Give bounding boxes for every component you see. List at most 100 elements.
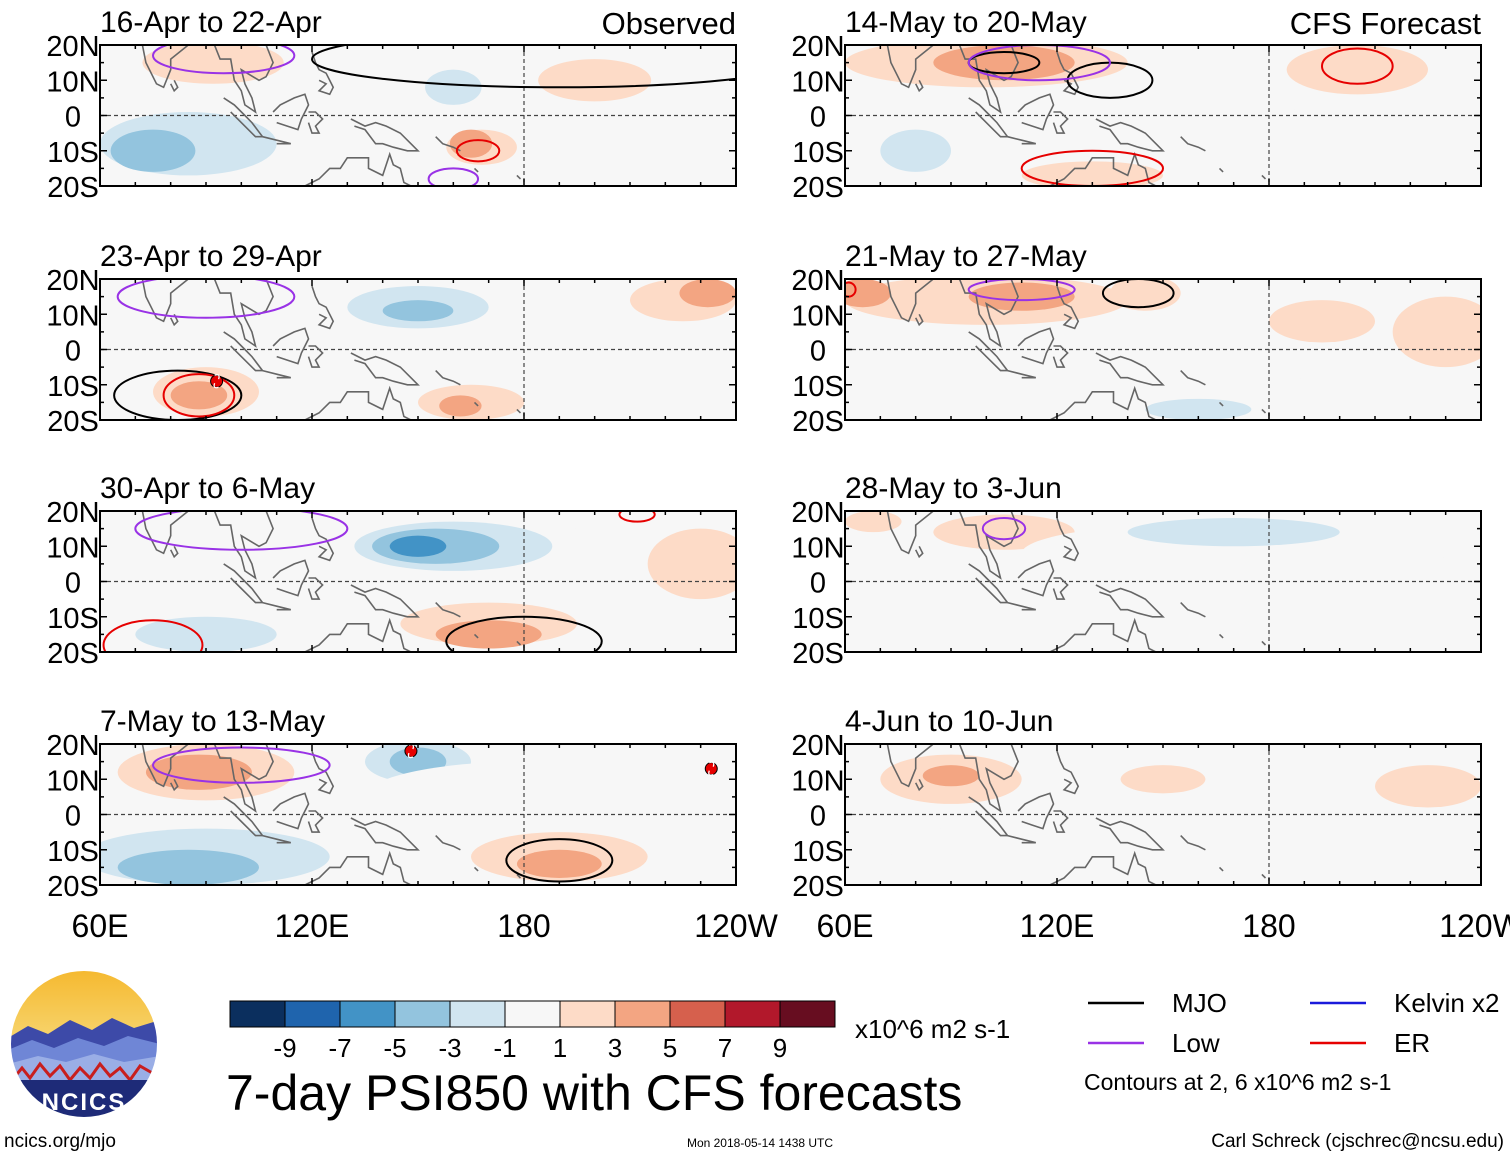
coastline xyxy=(1017,93,1055,131)
anomaly-blob xyxy=(382,300,454,322)
footer-author: Carl Schreck (cjschrec@ncsu.edu) xyxy=(1211,1131,1504,1152)
coastline xyxy=(350,118,420,152)
coastline xyxy=(1007,834,1036,844)
contour-er xyxy=(162,373,236,418)
coastline xyxy=(516,873,522,879)
panel-label: 23-Apr to 29-Apr xyxy=(100,240,322,273)
coastline xyxy=(1056,285,1080,330)
legend-label: Kelvin x2 xyxy=(1394,988,1500,1018)
y-tick-label: 0 xyxy=(65,336,81,368)
colorbar-swatch xyxy=(669,1000,726,1028)
contour-er xyxy=(455,139,501,163)
panel-plot xyxy=(845,511,1481,652)
coastline xyxy=(885,744,935,788)
anomaly-blob xyxy=(880,129,952,172)
y-tick-label: 20N xyxy=(791,265,844,297)
colorbar-swatch xyxy=(779,1000,836,1028)
coastline xyxy=(914,79,924,93)
y-tick-label: 20S xyxy=(47,638,99,670)
panel-label: 4-Jun to 10-Jun xyxy=(845,705,1053,738)
colorbar: -9 -7 -5 -3 -1 1 3 5 7 9 xyxy=(229,1000,836,1063)
coastline xyxy=(262,369,291,379)
panel-plot xyxy=(100,744,736,885)
colorbar-label: -5 xyxy=(383,1033,406,1063)
x-tick-label: 120W xyxy=(694,908,778,944)
cyclone-core xyxy=(704,762,718,776)
coastline xyxy=(1057,726,1061,737)
coastline xyxy=(914,545,924,559)
coastline xyxy=(140,744,190,788)
y-tick-label: 20N xyxy=(46,265,99,297)
coastline xyxy=(958,279,1019,348)
contour-er xyxy=(618,511,656,523)
panel-label: 16-Apr to 22-Apr xyxy=(100,6,322,39)
x-tick-label: 60E xyxy=(817,908,874,944)
x-tick-label: 180 xyxy=(1242,908,1295,944)
y-tick-label: 0 xyxy=(65,568,81,600)
y-tick-label: 10N xyxy=(791,532,844,564)
legend-label: MJO xyxy=(1172,988,1227,1018)
contour-low xyxy=(967,45,1111,82)
colorbar-swatch xyxy=(449,1000,506,1028)
colorbar-swatch xyxy=(504,1000,561,1028)
y-tick-label: 10S xyxy=(47,603,99,635)
coastline xyxy=(968,563,1010,604)
y-tick-label: 20S xyxy=(792,172,844,204)
panel-label: 21-May to 27-May xyxy=(845,240,1087,273)
contour-low xyxy=(981,517,1027,541)
coastline xyxy=(1261,640,1267,646)
coastline xyxy=(1095,584,1165,618)
contour-mjo xyxy=(311,45,736,89)
y-tick-label: 20N xyxy=(791,497,844,529)
anomaly-blob xyxy=(845,511,902,533)
contour-mjo xyxy=(113,369,243,420)
panel-label: 30-Apr to 6-May xyxy=(100,472,315,505)
contour-er xyxy=(102,619,204,652)
coastline xyxy=(968,331,1010,372)
contour-er xyxy=(1020,149,1164,186)
panel-plot xyxy=(845,726,1481,885)
coastline xyxy=(1052,345,1069,368)
coastline xyxy=(272,327,310,365)
coastline xyxy=(169,778,179,792)
cyclone-arms xyxy=(213,374,220,389)
coastline xyxy=(223,331,265,372)
y-tick-label: 0 xyxy=(810,336,826,368)
anomaly-blob xyxy=(516,849,602,878)
y-tick-label: 20S xyxy=(792,871,844,903)
coastline xyxy=(1056,517,1080,562)
coastline xyxy=(1052,577,1069,600)
y-tick-label: 10N xyxy=(46,532,99,564)
anomaly-blob xyxy=(1145,398,1252,420)
contour-low xyxy=(134,511,349,551)
colorbar-swatch xyxy=(394,1000,451,1028)
y-tick-label: 10N xyxy=(46,300,99,332)
y-tick-label: 10N xyxy=(46,765,99,797)
coastline xyxy=(350,352,420,386)
y-tick-label: 20N xyxy=(791,730,844,762)
anomaly-blob xyxy=(142,45,284,84)
panel-plot xyxy=(100,511,736,652)
y-tick-label: 10N xyxy=(46,66,99,98)
coastline xyxy=(1180,835,1206,851)
panel-plot xyxy=(100,279,736,420)
colorbar-label: -1 xyxy=(493,1033,516,1063)
coastline xyxy=(1017,327,1055,365)
x-tick-label: 180 xyxy=(497,908,550,944)
coastline xyxy=(1218,866,1224,872)
coastline xyxy=(516,408,522,414)
coastline xyxy=(1095,352,1165,386)
y-tick-label: 20S xyxy=(47,172,99,204)
x-tick-label: 120E xyxy=(1020,908,1095,944)
ncics-logo: NCICS xyxy=(9,969,159,1119)
x-tick-label: 60E xyxy=(72,908,129,944)
cyclone-arms xyxy=(708,761,715,776)
anomaly-blob xyxy=(1286,45,1429,95)
panel-plot xyxy=(845,45,1481,186)
y-tick-label: 0 xyxy=(810,568,826,600)
coastline xyxy=(307,345,324,368)
colorbar-label: -3 xyxy=(438,1033,461,1063)
coastline xyxy=(140,279,190,323)
colorbar-swatch xyxy=(614,1000,671,1028)
